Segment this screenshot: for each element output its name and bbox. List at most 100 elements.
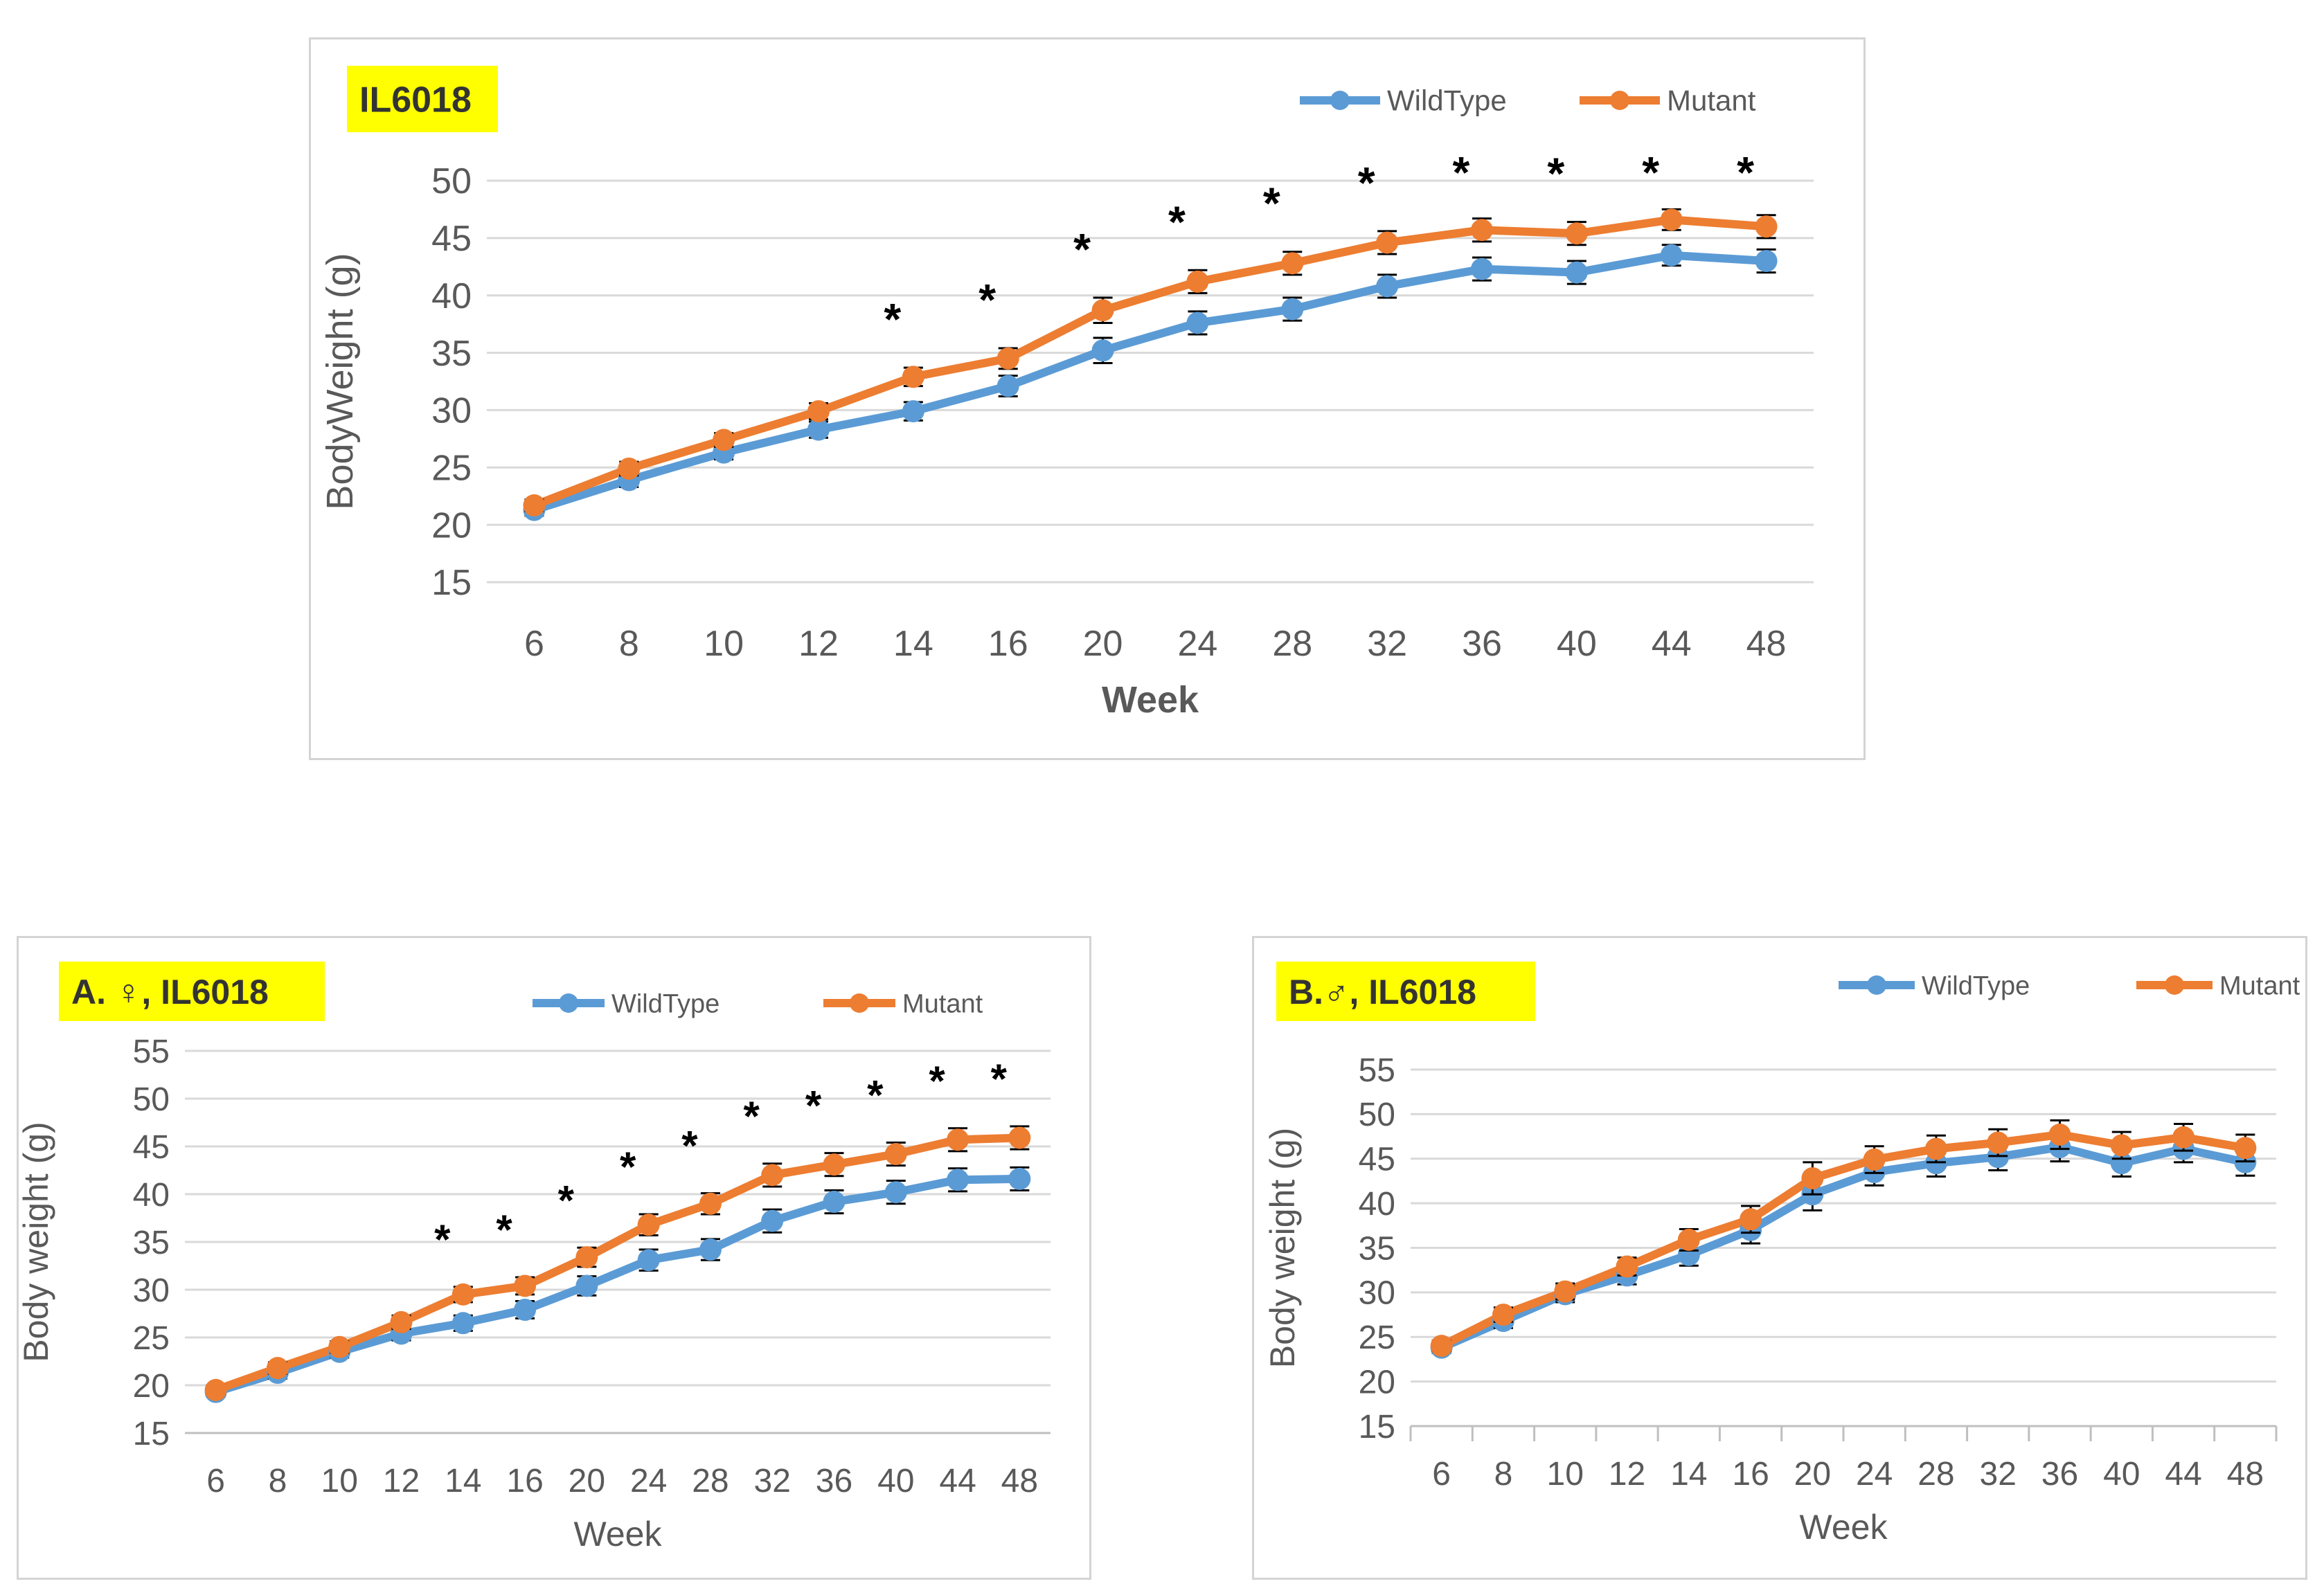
chart-panel-top: IL6018 15 20 25 30 35 40 45 50 6 8 10 12 14 16 20 24 28 32… bbox=[309, 37, 1866, 760]
data-point-mutant bbox=[1008, 1126, 1031, 1149]
x-tick-label: 10 bbox=[321, 1463, 358, 1499]
data-point-mutant bbox=[699, 1192, 722, 1215]
data-point-wildtype bbox=[902, 400, 924, 423]
x-tick-label: 24 bbox=[630, 1463, 667, 1499]
legend-label-wildtype: WildType bbox=[611, 989, 719, 1018]
data-point-mutant bbox=[1677, 1228, 1700, 1251]
data-point-mutant bbox=[1091, 299, 1114, 322]
x-axis-title: Week bbox=[1102, 679, 1199, 721]
x-tick-label: 10 bbox=[704, 624, 744, 664]
data-point-mutant bbox=[996, 347, 1019, 370]
significance-star: * bbox=[496, 1207, 512, 1253]
x-tick-label: 32 bbox=[754, 1463, 791, 1499]
x-tick-label: 28 bbox=[692, 1463, 729, 1499]
data-point-mutant bbox=[902, 366, 924, 388]
x-tick-label: 36 bbox=[816, 1463, 852, 1499]
x-tick-label: 36 bbox=[2041, 1456, 2078, 1493]
x-tick-label: 12 bbox=[383, 1463, 420, 1499]
data-point-wildtype bbox=[1376, 275, 1399, 298]
x-tick-label: 10 bbox=[1547, 1456, 1584, 1493]
significance-star: * bbox=[558, 1177, 575, 1223]
data-point-wildtype bbox=[1281, 298, 1304, 321]
chart-title-highlight bbox=[1276, 962, 1535, 1021]
data-point-mutant bbox=[2172, 1126, 2195, 1148]
y-tick-label: 25 bbox=[1359, 1319, 1395, 1356]
y-tick-label: 15 bbox=[431, 563, 472, 603]
x-tick-label: 14 bbox=[445, 1463, 481, 1499]
x-tick-label: 8 bbox=[1494, 1456, 1513, 1493]
data-point-mutant bbox=[1565, 222, 1588, 245]
data-point-wildtype bbox=[1565, 261, 1588, 284]
data-point-wildtype bbox=[1755, 250, 1778, 272]
x-tick-label: 24 bbox=[1178, 624, 1218, 664]
data-point-wildtype bbox=[823, 1191, 846, 1214]
data-point-wildtype bbox=[807, 418, 830, 441]
x-tick-label: 40 bbox=[2103, 1456, 2140, 1493]
y-tick-label: 20 bbox=[1359, 1364, 1395, 1400]
y-axis-title: BodyWeight (g) bbox=[319, 253, 361, 510]
legend-swatch-marker bbox=[850, 993, 869, 1013]
data-point-mutant bbox=[713, 429, 735, 451]
legend-label-wildtype: WildType bbox=[1387, 84, 1507, 117]
data-point-mutant bbox=[884, 1143, 907, 1166]
data-point-mutant bbox=[807, 400, 830, 423]
x-axis-title: Week bbox=[1800, 1508, 1888, 1547]
data-point-mutant bbox=[761, 1164, 784, 1187]
x-tick-label: 16 bbox=[1732, 1456, 1769, 1493]
x-tick-label: 8 bbox=[619, 624, 639, 664]
data-point-wildtype bbox=[1471, 258, 1493, 280]
data-point-mutant bbox=[523, 494, 546, 516]
data-point-wildtype bbox=[2110, 1152, 2133, 1175]
data-point-mutant bbox=[1755, 215, 1778, 238]
y-axis-title: Body weight (g) bbox=[1263, 1128, 1302, 1368]
data-point-wildtype bbox=[1186, 312, 1209, 334]
y-tick-label: 20 bbox=[133, 1368, 170, 1405]
chart-panel-male: B.♂, IL6018 15 20 25 30 35 40 45 50 55 6 8 10 12 14 16 2… bbox=[1252, 936, 2307, 1580]
y-tick-label: 55 bbox=[1359, 1052, 1395, 1089]
data-point-wildtype bbox=[452, 1312, 474, 1335]
significance-star: * bbox=[1073, 224, 1091, 274]
data-point-mutant bbox=[1554, 1280, 1577, 1303]
significance-star: * bbox=[1263, 179, 1280, 228]
y-tick-label: 30 bbox=[133, 1272, 170, 1309]
data-point-mutant bbox=[1186, 270, 1209, 293]
data-point-mutant bbox=[1801, 1167, 1824, 1190]
y-tick-label: 35 bbox=[431, 334, 472, 374]
data-point-wildtype bbox=[996, 375, 1019, 397]
significance-star: * bbox=[620, 1144, 636, 1190]
significance-star: * bbox=[681, 1123, 698, 1169]
x-tick-label: 44 bbox=[1652, 624, 1692, 664]
data-point-mutant bbox=[1863, 1148, 1886, 1171]
legend-label-wildtype: WildType bbox=[1922, 971, 2030, 1000]
chart-title: IL6018 bbox=[359, 80, 472, 120]
x-tick-label: 14 bbox=[893, 624, 933, 664]
data-point-wildtype bbox=[637, 1249, 660, 1272]
significance-star: * bbox=[1642, 147, 1659, 197]
data-point-mutant bbox=[1924, 1137, 1947, 1160]
significance-star: * bbox=[805, 1083, 822, 1129]
legend-swatch-marker bbox=[559, 993, 578, 1013]
data-point-mutant bbox=[823, 1153, 846, 1176]
x-tick-label: 12 bbox=[1609, 1456, 1645, 1493]
y-tick-label: 25 bbox=[133, 1320, 170, 1357]
x-tick-label: 36 bbox=[1462, 624, 1502, 664]
chart-title: B.♂, IL6018 bbox=[1289, 973, 1476, 1011]
data-point-mutant bbox=[1281, 252, 1304, 275]
data-point-mutant bbox=[1616, 1255, 1638, 1278]
chart-panel-female: A. ♀, IL6018 15 20 25 30 35 40 45 50 55 6 8 10 12 14 16… bbox=[17, 936, 1091, 1580]
y-tick-label: 50 bbox=[133, 1081, 170, 1118]
data-point-mutant bbox=[266, 1357, 289, 1380]
data-point-mutant bbox=[1740, 1208, 1762, 1231]
x-tick-label: 12 bbox=[798, 624, 839, 664]
significance-star: * bbox=[929, 1058, 945, 1104]
data-point-mutant bbox=[1376, 231, 1399, 254]
data-point-wildtype bbox=[575, 1274, 598, 1297]
y-tick-label: 45 bbox=[1359, 1142, 1395, 1178]
x-tick-label: 40 bbox=[877, 1463, 914, 1499]
x-tick-label: 44 bbox=[2165, 1456, 2201, 1493]
data-point-mutant bbox=[204, 1378, 227, 1401]
data-point-mutant bbox=[514, 1274, 537, 1297]
significance-star: * bbox=[1168, 197, 1186, 246]
data-point-mutant bbox=[452, 1283, 474, 1306]
data-point-mutant bbox=[2234, 1137, 2257, 1160]
